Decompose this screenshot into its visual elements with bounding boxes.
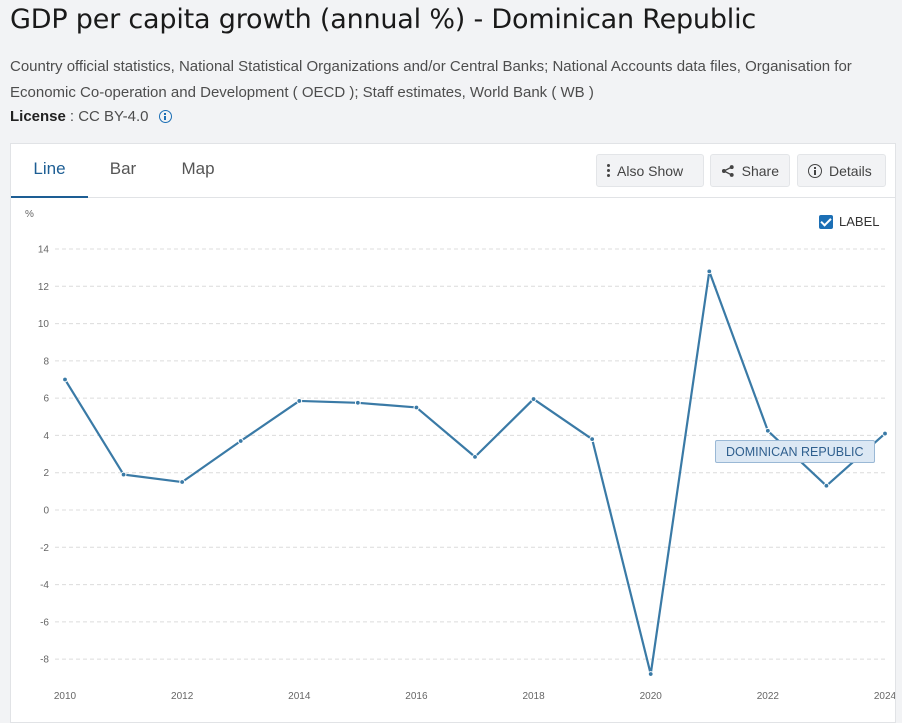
y-tick-label: 10 bbox=[38, 319, 50, 330]
chart-panel: Line Bar Map Also Show Share Details LAB… bbox=[10, 143, 896, 723]
data-point[interactable] bbox=[764, 427, 771, 434]
x-tick-label: 2024 bbox=[874, 691, 895, 702]
y-tick-label: 12 bbox=[38, 282, 50, 293]
y-tick-label: -4 bbox=[40, 580, 49, 591]
data-point[interactable] bbox=[237, 438, 244, 444]
data-point[interactable] bbox=[706, 268, 713, 275]
data-point[interactable] bbox=[589, 436, 596, 443]
data-point[interactable] bbox=[530, 396, 537, 402]
details-button[interactable]: Details bbox=[797, 154, 886, 187]
x-tick-label: 2020 bbox=[640, 691, 663, 702]
source-text: Country official statistics, National St… bbox=[10, 58, 852, 101]
more-vertical-icon bbox=[607, 164, 610, 177]
license-line: License : CC BY-4.0 bbox=[10, 108, 172, 125]
y-tick-label: 2 bbox=[43, 468, 49, 479]
y-tick-label: 4 bbox=[43, 431, 49, 442]
page-title: GDP per capita growth (annual %) - Domin… bbox=[10, 4, 757, 35]
license-value: : CC BY-4.0 bbox=[69, 108, 149, 125]
also-show-button[interactable]: Also Show bbox=[596, 154, 704, 187]
x-tick-label: 2012 bbox=[171, 691, 194, 702]
tab-line[interactable]: Line bbox=[11, 144, 88, 198]
x-tick-label: 2016 bbox=[405, 691, 428, 702]
data-point[interactable] bbox=[354, 399, 361, 406]
label-checkbox[interactable] bbox=[819, 214, 833, 229]
share-icon bbox=[721, 164, 734, 177]
y-tick-label: 6 bbox=[43, 394, 49, 405]
y-tick-label: 8 bbox=[43, 356, 49, 367]
data-point[interactable] bbox=[647, 671, 654, 677]
y-tick-label: -6 bbox=[40, 617, 49, 628]
data-point[interactable] bbox=[120, 471, 127, 478]
tab-map[interactable]: Map bbox=[181, 159, 215, 178]
info-circle-icon bbox=[808, 163, 822, 178]
license-label: License bbox=[10, 108, 66, 125]
y-tick-label: -8 bbox=[40, 655, 49, 666]
y-tick-label: 0 bbox=[43, 506, 49, 517]
y-axis-unit: % bbox=[25, 209, 34, 220]
data-point[interactable] bbox=[472, 453, 478, 460]
also-show-label: Also Show bbox=[617, 162, 684, 179]
details-label: Details bbox=[829, 162, 872, 179]
data-point[interactable] bbox=[882, 430, 888, 437]
data-point[interactable] bbox=[179, 479, 186, 485]
grid bbox=[55, 248, 885, 660]
data-point[interactable] bbox=[62, 376, 68, 383]
share-button[interactable]: Share bbox=[710, 154, 790, 187]
x-ticks: 2010 2012 2014 2016 2018 2020 2022 2024 bbox=[54, 691, 895, 702]
y-tick-label: 14 bbox=[38, 245, 50, 256]
y-ticks: 14 12 10 8 6 4 2 0 -2 -4 -6 -8 bbox=[38, 245, 50, 666]
data-point[interactable] bbox=[296, 398, 303, 404]
x-tick-label: 2014 bbox=[288, 691, 311, 702]
label-toggle[interactable]: LABEL bbox=[819, 214, 879, 229]
series-label: DOMINICAN REPUBLIC bbox=[715, 440, 875, 463]
chart-tabs: Line Bar Map Also Show Share Details bbox=[11, 144, 895, 198]
x-tick-label: 2018 bbox=[522, 691, 545, 702]
tab-bar[interactable]: Bar bbox=[109, 159, 137, 178]
data-points bbox=[62, 268, 888, 677]
data-point[interactable] bbox=[413, 404, 420, 411]
share-label: Share bbox=[741, 162, 779, 179]
x-tick-label: 2010 bbox=[54, 691, 77, 702]
x-tick-label: 2022 bbox=[757, 691, 780, 702]
label-toggle-text: LABEL bbox=[839, 214, 880, 229]
y-tick-label: -2 bbox=[40, 543, 49, 554]
info-icon[interactable] bbox=[158, 110, 172, 123]
data-point[interactable] bbox=[823, 482, 830, 489]
